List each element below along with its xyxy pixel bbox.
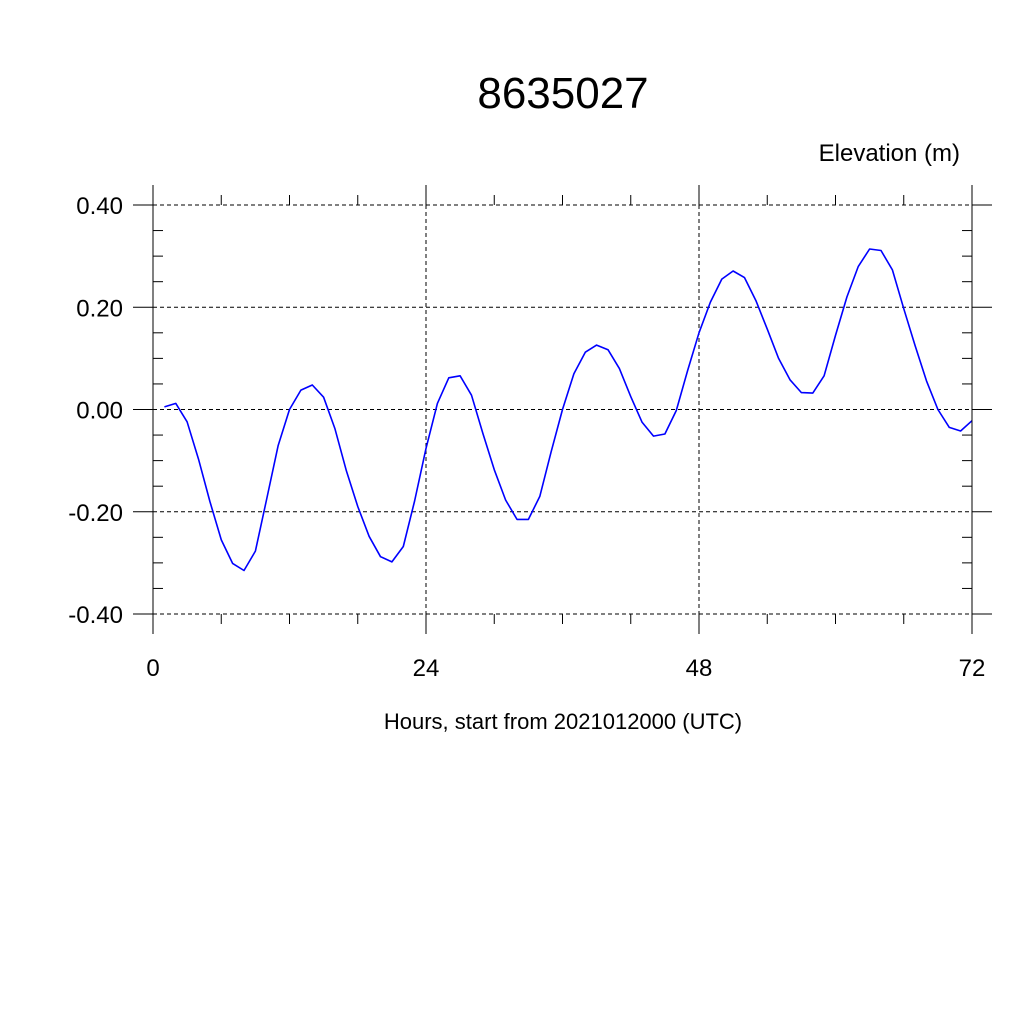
x-tick-label: 72 [959,655,986,682]
y-tick-label: -0.40 [68,602,123,629]
x-tick-label: 24 [413,655,440,682]
y-tick-label: 0.40 [76,193,123,220]
x-tick-label: 48 [686,655,713,682]
y-tick-label: 0.00 [76,398,123,425]
x-tick-label: 0 [146,655,159,682]
x-axis-label: Hours, start from 2021012000 (UTC) [384,709,742,734]
y-tick-label: -0.20 [68,500,123,527]
y-axis-label: Elevation (m) [819,140,960,167]
y-tick-label: 0.20 [76,295,123,322]
series-line [164,248,973,572]
chart-title: 8635027 [477,69,648,118]
